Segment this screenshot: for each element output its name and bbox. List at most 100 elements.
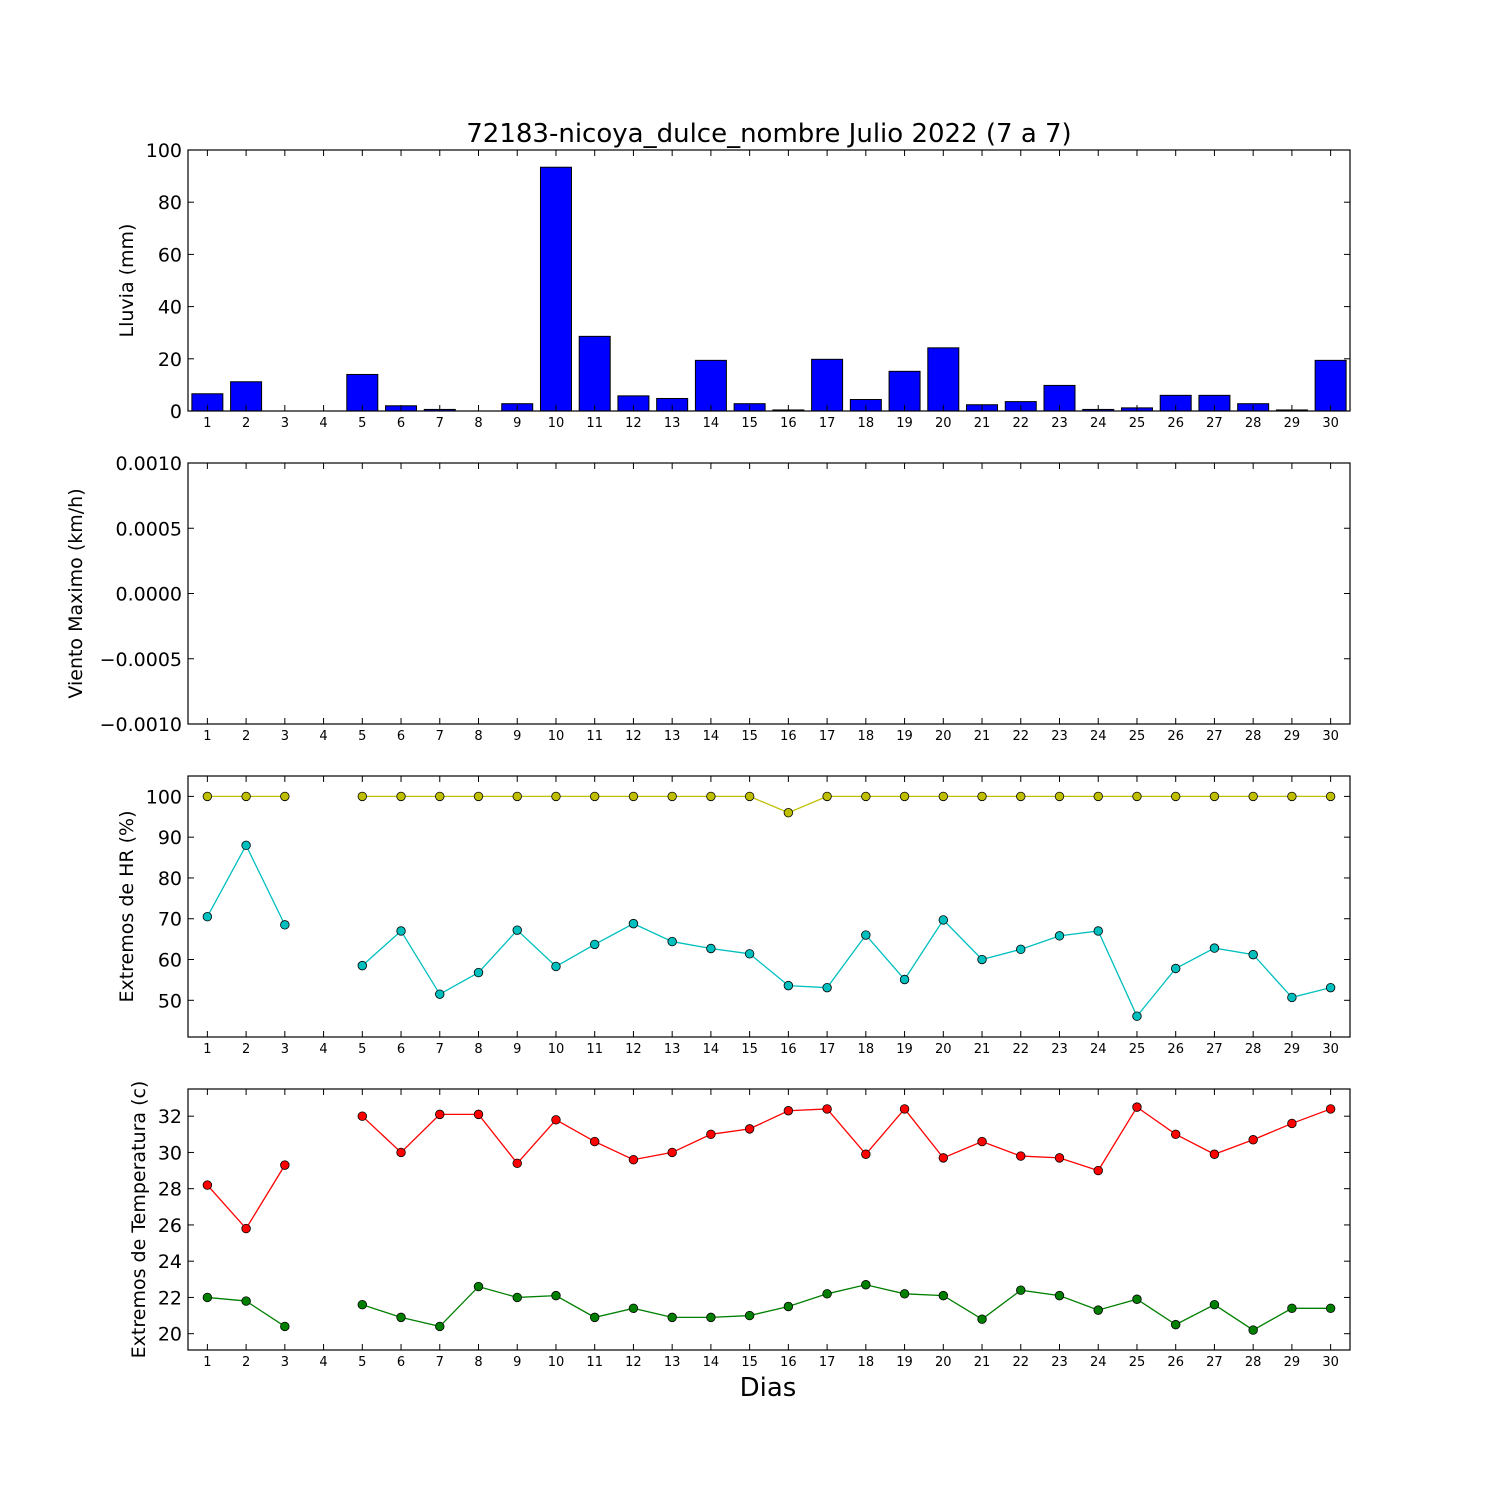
data-point xyxy=(861,791,871,802)
x-tick-label: 28 xyxy=(1245,729,1262,744)
data-point xyxy=(667,1312,677,1323)
x-tick-label: 22 xyxy=(1012,729,1029,744)
data-point xyxy=(1248,1325,1258,1335)
data-point xyxy=(822,982,832,993)
data-point xyxy=(473,967,484,978)
bar xyxy=(811,358,844,412)
x-tick-label: 1 xyxy=(203,1355,211,1370)
data-point xyxy=(202,911,213,922)
x-tick-label: 30 xyxy=(1322,1355,1339,1370)
x-tick-label: 21 xyxy=(974,729,991,744)
y-tick-label: 32 xyxy=(158,1106,182,1128)
x-tick-label: 14 xyxy=(703,416,720,431)
x-tick-label: 7 xyxy=(436,416,444,431)
data-point xyxy=(977,954,987,965)
series-line xyxy=(362,795,1331,814)
data-point xyxy=(1325,1303,1336,1314)
y-tick-label: 70 xyxy=(158,909,182,931)
data-point xyxy=(473,791,484,802)
data-point xyxy=(551,961,561,972)
x-tick-label: 2 xyxy=(242,416,250,431)
x-tick-label: 4 xyxy=(319,1042,327,1057)
data-point xyxy=(551,1115,561,1125)
x-tick-label: 3 xyxy=(281,1355,289,1370)
x-tick-label: 18 xyxy=(858,1355,875,1370)
x-tick-label: 24 xyxy=(1090,416,1107,431)
y-tick-label: 30 xyxy=(158,1142,182,1164)
data-point xyxy=(628,1303,639,1314)
x-tick-label: 12 xyxy=(625,416,642,431)
bar xyxy=(694,359,727,412)
data-point xyxy=(1248,791,1258,802)
data-point xyxy=(938,791,949,802)
data-point xyxy=(1287,1118,1297,1129)
x-tick-label: 3 xyxy=(281,1042,289,1057)
x-tick-label: 12 xyxy=(625,1042,642,1057)
x-tick-label: 23 xyxy=(1051,729,1068,744)
data-point xyxy=(1287,992,1297,1003)
y-tick-label: −0.0005 xyxy=(100,649,182,671)
data-point xyxy=(1325,791,1336,802)
data-point xyxy=(938,1290,949,1301)
x-tick-label: 25 xyxy=(1129,416,1146,431)
y-tick-label: 50 xyxy=(158,990,182,1012)
x-tick-label: 7 xyxy=(436,1042,444,1057)
series-line xyxy=(206,1164,286,1230)
data-point xyxy=(783,1301,794,1312)
data-point xyxy=(1325,982,1336,993)
x-tick-label: 1 xyxy=(203,416,211,431)
x-tick-label: 18 xyxy=(858,416,875,431)
y-tick-label: 28 xyxy=(158,1179,182,1201)
x-tick-label: 23 xyxy=(1051,1355,1068,1370)
data-point xyxy=(667,1147,677,1158)
data-point xyxy=(396,1147,406,1158)
data-point xyxy=(1132,1011,1142,1021)
data-point xyxy=(706,1129,716,1140)
data-point xyxy=(1170,791,1181,802)
data-point xyxy=(435,791,445,802)
x-tick-label: 15 xyxy=(741,1355,758,1370)
y-tick-label: 80 xyxy=(158,192,182,214)
y-axis-label: Extremos de Temperatura (c) xyxy=(128,1081,150,1359)
data-point xyxy=(473,1109,484,1120)
y-tick-label: 40 xyxy=(158,297,182,319)
y-tick-label: 60 xyxy=(158,950,182,972)
x-tick-label: 30 xyxy=(1322,416,1339,431)
x-tick-label: 26 xyxy=(1167,1355,1184,1370)
data-point xyxy=(357,960,368,971)
y-tick-label: 0.0000 xyxy=(116,584,182,606)
axes-frame xyxy=(187,775,1351,1038)
data-point xyxy=(1209,943,1220,953)
x-tick-label: 2 xyxy=(242,1042,250,1057)
x-tick-label: 15 xyxy=(741,729,758,744)
x-tick-label: 8 xyxy=(474,729,482,744)
data-point xyxy=(1093,926,1103,936)
x-tick-label: 11 xyxy=(586,1355,603,1370)
x-tick-label: 28 xyxy=(1245,416,1262,431)
x-tick-label: 1 xyxy=(203,1042,211,1057)
data-point xyxy=(1093,1305,1103,1315)
y-tick-label: 0.0010 xyxy=(116,453,182,475)
data-point xyxy=(783,1106,794,1116)
x-tick-label: 26 xyxy=(1167,416,1184,431)
data-point xyxy=(551,1290,561,1301)
data-point xyxy=(357,1299,368,1310)
x-tick-label: 6 xyxy=(397,1355,405,1370)
x-tick-label: 25 xyxy=(1129,1355,1146,1370)
data-point xyxy=(1132,1294,1142,1304)
data-point xyxy=(473,1281,484,1292)
x-tick-label: 13 xyxy=(664,729,681,744)
data-point xyxy=(357,1111,368,1121)
x-tick-label: 11 xyxy=(586,1042,603,1057)
data-point xyxy=(1054,791,1065,802)
data-point xyxy=(667,791,677,802)
x-tick-label: 9 xyxy=(513,729,521,744)
y-tick-label: 90 xyxy=(158,827,182,849)
data-point xyxy=(628,791,639,802)
data-point xyxy=(899,791,910,802)
x-tick-label: 10 xyxy=(548,416,565,431)
x-tick-label: 5 xyxy=(358,1355,366,1370)
x-tick-label: 20 xyxy=(935,416,952,431)
x-tick-label: 27 xyxy=(1206,1042,1223,1057)
